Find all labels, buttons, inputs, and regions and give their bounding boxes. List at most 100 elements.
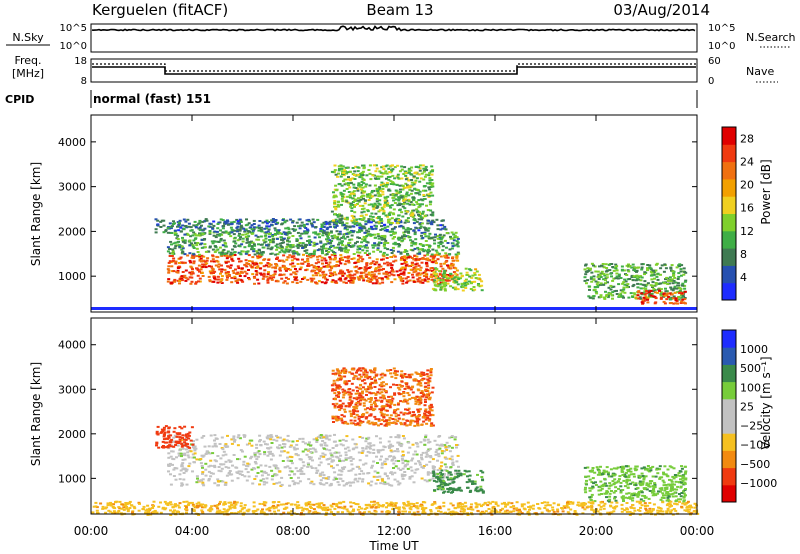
- data-cell-power-5: [681, 284, 685, 287]
- data-cell-power-6: [653, 295, 657, 298]
- data-cell-power-0: [420, 272, 424, 275]
- data-cell-power-0: [275, 257, 279, 260]
- data-cell-power-2: [329, 230, 333, 233]
- data-cell-power-2: [289, 218, 293, 221]
- data-cell-power-0: [370, 271, 374, 273]
- data-cell-power-2: [322, 226, 326, 228]
- data-cell-power-0: [425, 276, 429, 279]
- data-cell-velocity-0: [420, 477, 424, 480]
- data-cell-velocity-0: [426, 438, 430, 441]
- data-cell-velocity-0: [185, 468, 189, 471]
- data-cell-power-1: [264, 234, 268, 237]
- data-cell-power-0: [291, 262, 295, 265]
- data-cell-power-1: [409, 239, 413, 242]
- data-cell-power-0: [364, 268, 368, 271]
- data-cell-power-1: [287, 245, 291, 248]
- data-cell-velocity-2: [394, 415, 398, 418]
- data-cell-power-5: [682, 267, 686, 270]
- data-cell-power-2: [257, 229, 261, 232]
- data-cell-power-3: [342, 180, 346, 183]
- data-cell-power-0: [407, 256, 411, 259]
- data-cell-velocity-0: [450, 458, 454, 461]
- data-cell-power-4: [471, 274, 475, 277]
- data-cell-power-5: [599, 276, 603, 278]
- data-cell-power-2: [258, 227, 262, 229]
- data-cell-power-0: [295, 282, 299, 284]
- data-cell-velocity-2: [359, 369, 363, 372]
- data-cell-velocity-0: [357, 451, 361, 454]
- data-cell-velocity-2: [361, 390, 364, 393]
- data-cell-power-2: [291, 220, 295, 223]
- data-cell-velocity-0: [238, 473, 242, 476]
- data-cell-velocity-2: [425, 422, 429, 425]
- data-cell-power-1: [253, 253, 257, 256]
- data-cell-power-1: [312, 241, 316, 244]
- data-cell-power-3: [409, 192, 413, 195]
- data-cell-power-5: [659, 294, 663, 297]
- data-cell-power-5: [639, 279, 643, 282]
- data-cell-power-0: [386, 277, 390, 280]
- freq-left-tick-top: 18: [74, 56, 87, 67]
- data-cell-velocity-0: [339, 473, 343, 476]
- data-cell-power-0: [310, 279, 314, 282]
- data-cell-power-0: [393, 255, 397, 258]
- data-cell-power-3: [360, 176, 364, 179]
- data-cell-power-0: [194, 281, 198, 284]
- data-cell-power-3: [388, 171, 392, 174]
- data-cell-power-0: [321, 271, 325, 274]
- data-cell-velocity-2: [347, 405, 351, 408]
- data-cell-power-2: [358, 226, 362, 229]
- data-cell-velocity-0: [376, 479, 380, 481]
- data-cell-power-5: [620, 265, 624, 268]
- data-cell-power-3: [364, 213, 368, 216]
- data-cell-power-3: [339, 191, 343, 194]
- data-cell-power-3: [396, 173, 400, 176]
- data-cell-velocity-2: [395, 373, 399, 376]
- data-cell-power-3: [356, 187, 360, 190]
- data-cell-power-0: [329, 274, 333, 277]
- data-cell-velocity-0: [270, 452, 274, 455]
- data-cell-power-3: [415, 220, 419, 223]
- data-cell-power-5: [643, 284, 647, 287]
- data-cell-velocity-0: [316, 436, 320, 439]
- data-cell-power-5: [588, 288, 591, 291]
- data-cell-power-0: [210, 260, 213, 263]
- data-cell-power-3: [405, 193, 409, 196]
- data-cell-power-2: [406, 227, 410, 230]
- data-cell-power-5: [583, 276, 587, 279]
- data-cell-power-0: [171, 259, 175, 262]
- data-cell-velocity-0: [222, 463, 226, 466]
- data-cell-power-5: [596, 284, 600, 287]
- data-cell-power-6: [663, 302, 667, 305]
- data-cell-velocity-0: [393, 471, 397, 474]
- data-cell-power-0: [343, 263, 347, 266]
- data-cell-power-0: [265, 275, 269, 278]
- data-cell-power-1: [385, 253, 389, 256]
- data-cell-power-0: [237, 278, 241, 281]
- data-cell-power-4: [468, 275, 472, 278]
- data-cell-velocity-2: [421, 377, 425, 380]
- data-cell-velocity-0: [194, 447, 198, 450]
- data-cell-power-0: [262, 275, 266, 278]
- data-cell-power-2: [251, 229, 255, 232]
- data-cell-power-1: [405, 250, 409, 253]
- data-cell-power-3: [415, 165, 418, 168]
- data-cell-power-0: [306, 278, 310, 281]
- data-cell-velocity-2: [413, 396, 417, 399]
- data-cell-power-2: [349, 230, 353, 233]
- data-cell-velocity-2: [342, 367, 346, 370]
- data-cell-power-0: [384, 275, 388, 278]
- data-cell-power-0: [209, 271, 213, 274]
- data-cell-velocity-2: [370, 378, 374, 380]
- data-cell-velocity-1: [181, 444, 185, 447]
- data-cell-power-3: [341, 200, 345, 203]
- data-cell-velocity-2: [413, 424, 417, 427]
- data-cell-power-0: [335, 264, 339, 266]
- data-cell-power-4: [443, 289, 447, 292]
- data-cell-power-4: [477, 283, 480, 285]
- data-cell-velocity-0: [374, 482, 378, 485]
- data-cell-velocity-0: [438, 444, 442, 447]
- data-cell-velocity-2: [331, 403, 335, 406]
- data-cell-power-0: [354, 270, 358, 272]
- data-cell-velocity-0: [302, 472, 306, 475]
